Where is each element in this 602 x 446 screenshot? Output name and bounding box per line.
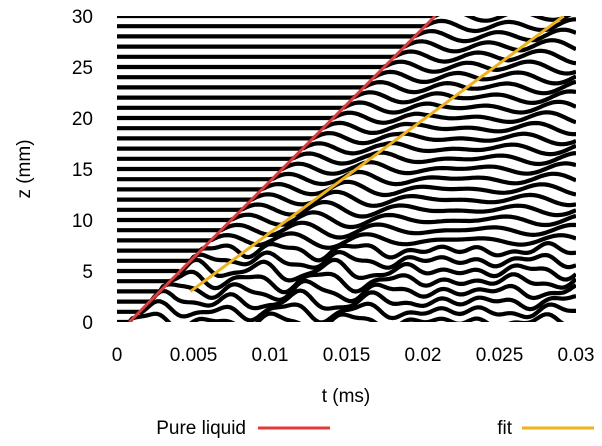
trace-line bbox=[117, 110, 576, 125]
y-axis-label: z (mm) bbox=[14, 139, 35, 198]
trace-line bbox=[117, 199, 576, 219]
trace-line bbox=[117, 257, 576, 283]
y-axis-ticks: 0 5 10 15 20 25 30 bbox=[72, 7, 93, 334]
trace-line bbox=[117, 16, 572, 23]
trace-line bbox=[117, 79, 576, 96]
trace-line bbox=[117, 231, 576, 250]
pure-liquid-line bbox=[128, 16, 437, 322]
trace-line bbox=[117, 179, 576, 198]
trace-line bbox=[117, 120, 576, 137]
trace-line bbox=[117, 89, 576, 106]
x-tick-label: 0.03 bbox=[558, 345, 595, 366]
waterfall-traces bbox=[117, 16, 576, 322]
trace-line bbox=[117, 210, 576, 230]
trace-line bbox=[117, 150, 576, 167]
trace-line bbox=[117, 269, 576, 295]
trace-line bbox=[117, 131, 576, 147]
trace-line bbox=[117, 140, 576, 157]
trace-line bbox=[117, 59, 576, 76]
trace-line bbox=[117, 299, 576, 322]
trace-line bbox=[117, 27, 576, 44]
legend-label-fit: fit bbox=[497, 418, 513, 439]
trace-line bbox=[117, 241, 576, 263]
trace-line bbox=[117, 189, 576, 208]
y-tick-label: 15 bbox=[72, 160, 93, 181]
trace-line bbox=[117, 17, 576, 34]
y-tick-label: 10 bbox=[72, 211, 93, 232]
x-tick-label: 0.025 bbox=[476, 345, 524, 366]
legend-label-pure-liquid: Pure liquid bbox=[156, 418, 246, 439]
fit-line bbox=[189, 16, 565, 293]
x-tick-label: 0.015 bbox=[323, 345, 371, 366]
trace-line bbox=[117, 220, 576, 240]
trace-line bbox=[117, 48, 576, 66]
series-lines bbox=[128, 16, 565, 322]
trace-line bbox=[117, 69, 576, 86]
trace-line bbox=[117, 160, 576, 176]
trace-line bbox=[117, 38, 576, 54]
legend: Pure liquid fit bbox=[156, 418, 594, 439]
y-tick-label: 25 bbox=[72, 58, 93, 79]
trace-line bbox=[117, 288, 576, 312]
y-tick-label: 5 bbox=[82, 262, 93, 283]
x-tick-label: 0.01 bbox=[252, 345, 289, 366]
x-tick-label: 0.02 bbox=[405, 345, 442, 366]
y-tick-label: 30 bbox=[72, 7, 93, 28]
y-tick-label: 20 bbox=[72, 109, 93, 130]
x-axis-label: t (ms) bbox=[322, 386, 371, 407]
y-tick-label: 0 bbox=[82, 313, 93, 334]
x-tick-label: 0.005 bbox=[170, 345, 218, 366]
x-axis-ticks: 0 0.005 0.01 0.015 0.02 0.025 0.03 bbox=[112, 345, 595, 366]
x-tick-label: 0 bbox=[112, 345, 123, 366]
trace-line bbox=[117, 311, 565, 322]
